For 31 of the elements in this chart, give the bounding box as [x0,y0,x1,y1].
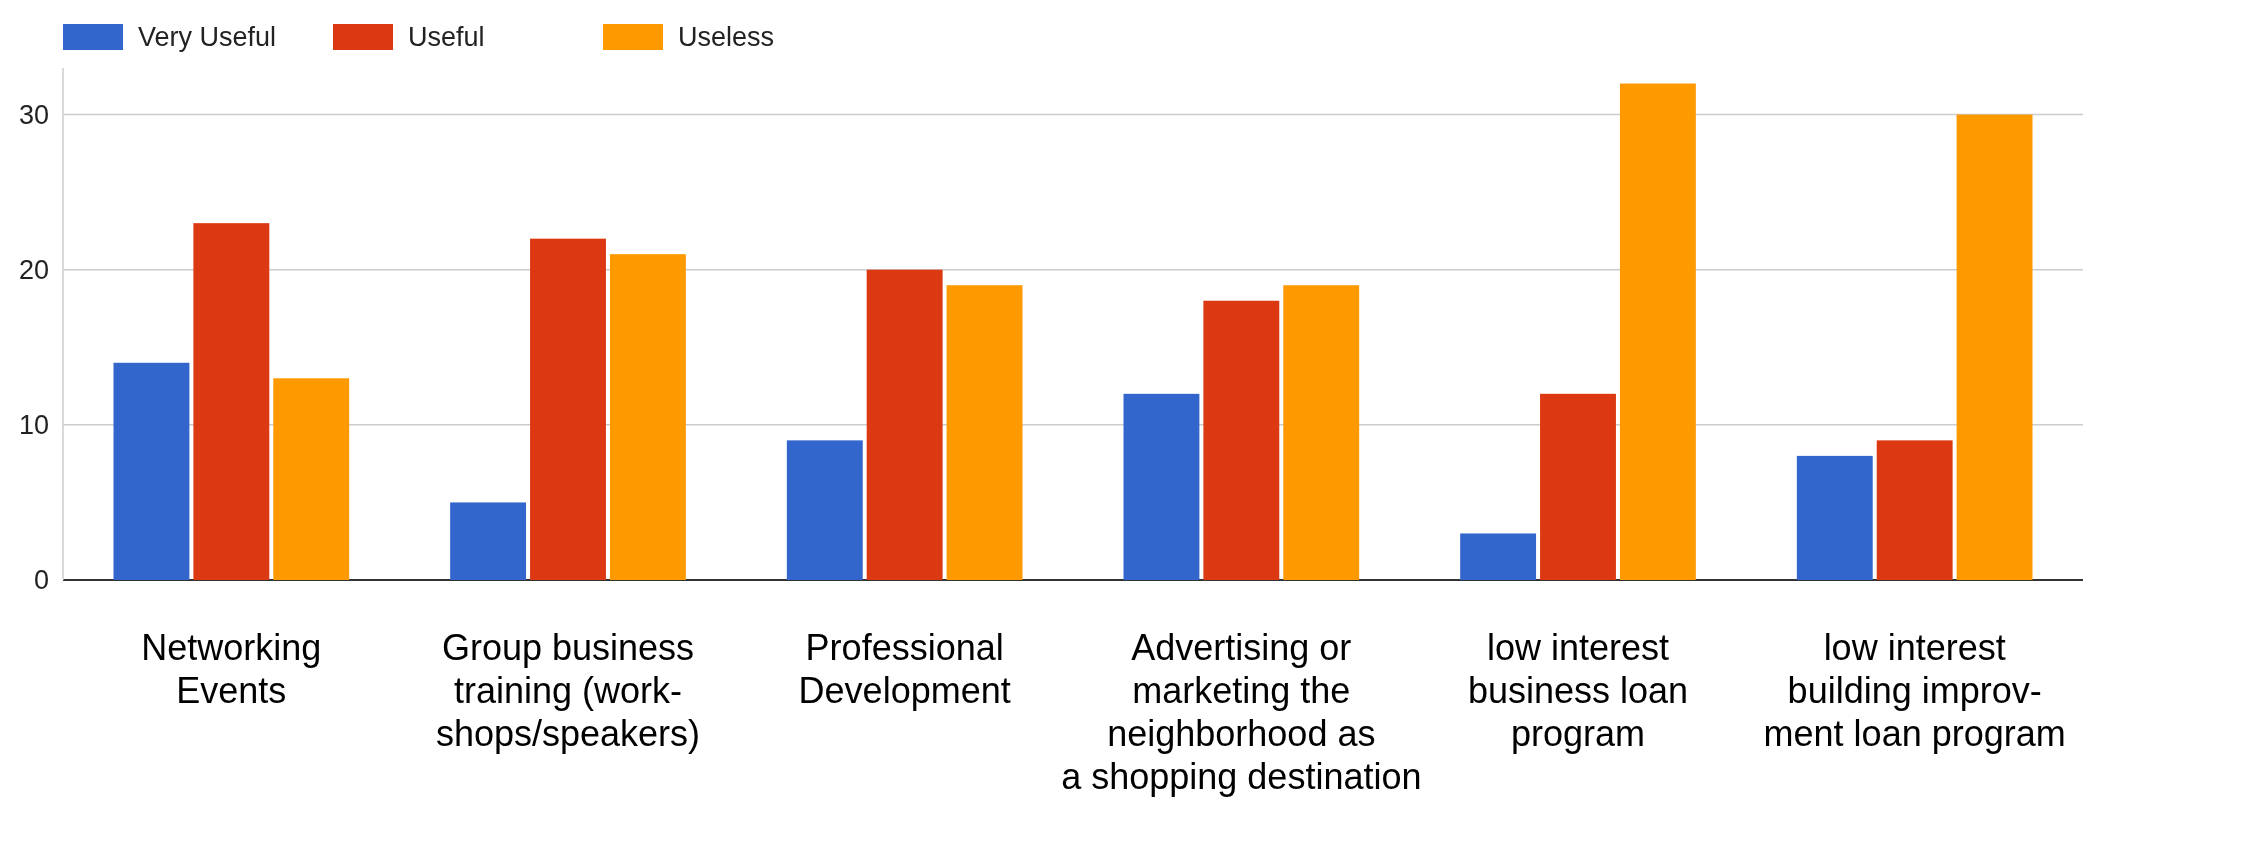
x-tick-label: Networking Events [141,627,322,711]
bar [273,378,350,580]
bar [1619,83,1696,580]
y-tick-label: 10 [18,410,49,441]
bar [1956,114,2033,580]
bar [946,285,1023,580]
x-tick-label: Professional Development [798,627,1011,711]
x-tick-label: low interest business loan program [1467,627,1689,754]
bar [786,440,863,580]
y-tick-label: 0 [33,565,49,596]
bar [1540,393,1616,580]
y-tick-label: 20 [18,255,49,286]
y-tick-label: 30 [18,100,49,130]
bar [193,223,270,580]
bar [450,502,527,580]
bar [530,238,606,580]
x-tick-label: low interest building improv- ment loan program [1763,627,2066,754]
bar [1796,455,1873,580]
bar [1123,393,1200,580]
bar [1876,440,1953,580]
bar [1203,300,1280,580]
legend-label: Useless [678,22,775,53]
bar [1460,533,1537,580]
x-tick-label: Advertising or marketing the neighborhood as a shopping destination [1061,627,1422,797]
bar [1283,285,1360,580]
legend-label: Very Useful [138,22,277,53]
x-tick-label: Group business training (work- shops/speakers) [435,627,701,754]
legend-label: Useful [408,22,485,53]
bar [609,254,686,580]
bar [866,269,943,580]
bar [113,362,190,580]
